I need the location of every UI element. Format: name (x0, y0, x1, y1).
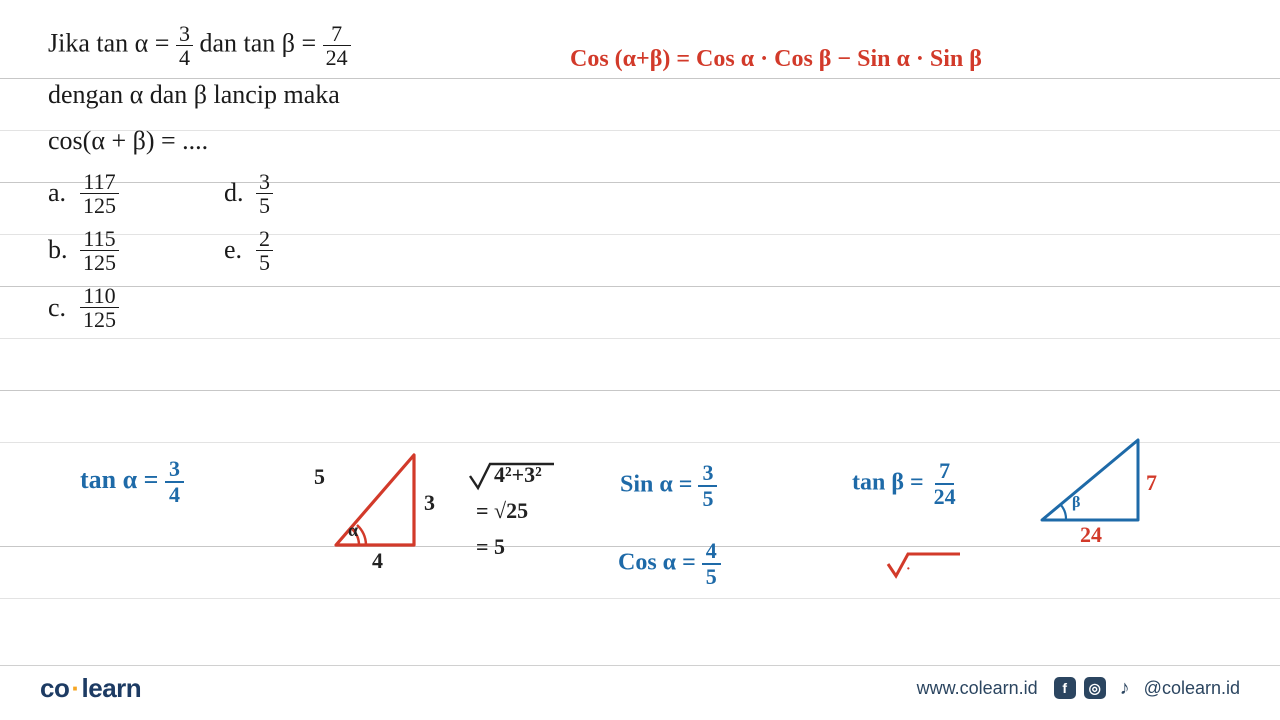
option-e: e. 2 5 (224, 227, 344, 274)
social-handle[interactable]: @colearn.id (1144, 678, 1240, 699)
social-icons: f ◎ ♪ @colearn.id (1054, 677, 1240, 699)
fraction-hand: 3 4 (165, 458, 184, 506)
option-row: c. 110 125 (48, 284, 468, 331)
ruled-line (0, 598, 1280, 599)
handwriting-formula: Cos (α+β) = Cos α · Cos β − Sin α · Sin … (570, 46, 982, 73)
triangle-alpha-opp-label: 3 (424, 490, 435, 516)
triangle-beta-opp-label: 7 (1146, 470, 1157, 496)
option-row: a. 117 125 d. 3 5 (48, 170, 468, 217)
fraction: 3 5 (256, 170, 273, 217)
fraction-hand: 7 24 (930, 460, 960, 508)
triangle-beta-adj-label: 24 (1080, 522, 1102, 548)
brand-logo: co·learn (40, 673, 141, 704)
fraction: 110 125 (80, 284, 119, 331)
handwriting-sin-alpha: Sin α = 3 5 (620, 462, 717, 510)
fraction: 3 4 (176, 22, 193, 69)
fraction: 2 5 (256, 227, 273, 274)
logo-dot: · (69, 673, 81, 703)
problem-line-2: dengan α dan β lancip maka (48, 75, 468, 115)
fraction-hand: 3 5 (698, 462, 717, 510)
handwriting-calc-line3: = 5 (476, 534, 505, 560)
handwriting-calc-line2: = √25 (476, 498, 528, 524)
footer-right: www.colearn.id f ◎ ♪ @colearn.id (917, 677, 1240, 699)
facebook-icon[interactable]: f (1054, 677, 1076, 699)
footer: co·learn www.colearn.id f ◎ ♪ @colearn.i… (0, 664, 1280, 720)
brand-url[interactable]: www.colearn.id (917, 678, 1038, 699)
page: Jika tan α = 3 4 dan tan β = 7 24 dengan… (0, 0, 1280, 720)
handwriting-calc-line1: 4²+3² (494, 462, 542, 488)
tiktok-icon[interactable]: ♪ (1114, 677, 1136, 699)
text: Jika tan α = (48, 29, 169, 58)
fraction: 7 24 (323, 22, 351, 69)
triangle-beta-angle-label: β (1072, 494, 1080, 512)
fraction: 115 125 (80, 227, 119, 274)
radical-stub-icon (886, 550, 966, 580)
option-row: b. 115 125 e. 2 5 (48, 227, 468, 274)
ruled-line (0, 390, 1280, 391)
text: dan tan β = (199, 29, 316, 58)
handwriting-tan-beta: tan β = 7 24 (852, 460, 960, 508)
triangle-alpha-hyp-label: 5 (314, 464, 325, 490)
handwriting-tan-alpha: tan α = 3 4 (80, 458, 184, 506)
fraction: 117 125 (80, 170, 119, 217)
option-d: d. 3 5 (224, 170, 344, 217)
problem-line-1: Jika tan α = 3 4 dan tan β = 7 24 (48, 22, 468, 69)
option-a: a. 117 125 (48, 170, 168, 217)
option-c: c. 110 125 (48, 284, 168, 331)
triangle-alpha-adj-label: 4 (372, 548, 383, 574)
fraction-hand: 4 5 (702, 540, 721, 588)
instagram-icon[interactable]: ◎ (1084, 677, 1106, 699)
radical-stub-dots: · (906, 562, 913, 578)
option-b: b. 115 125 (48, 227, 168, 274)
handwriting-cos-alpha: Cos α = 4 5 (618, 540, 721, 588)
problem-line-3: cos(α + β) = .... (48, 121, 468, 161)
answer-options: a. 117 125 d. 3 5 b. (48, 170, 468, 332)
triangle-alpha-angle-label: α (348, 520, 358, 541)
problem-text: Jika tan α = 3 4 dan tan β = 7 24 dengan… (48, 22, 468, 341)
